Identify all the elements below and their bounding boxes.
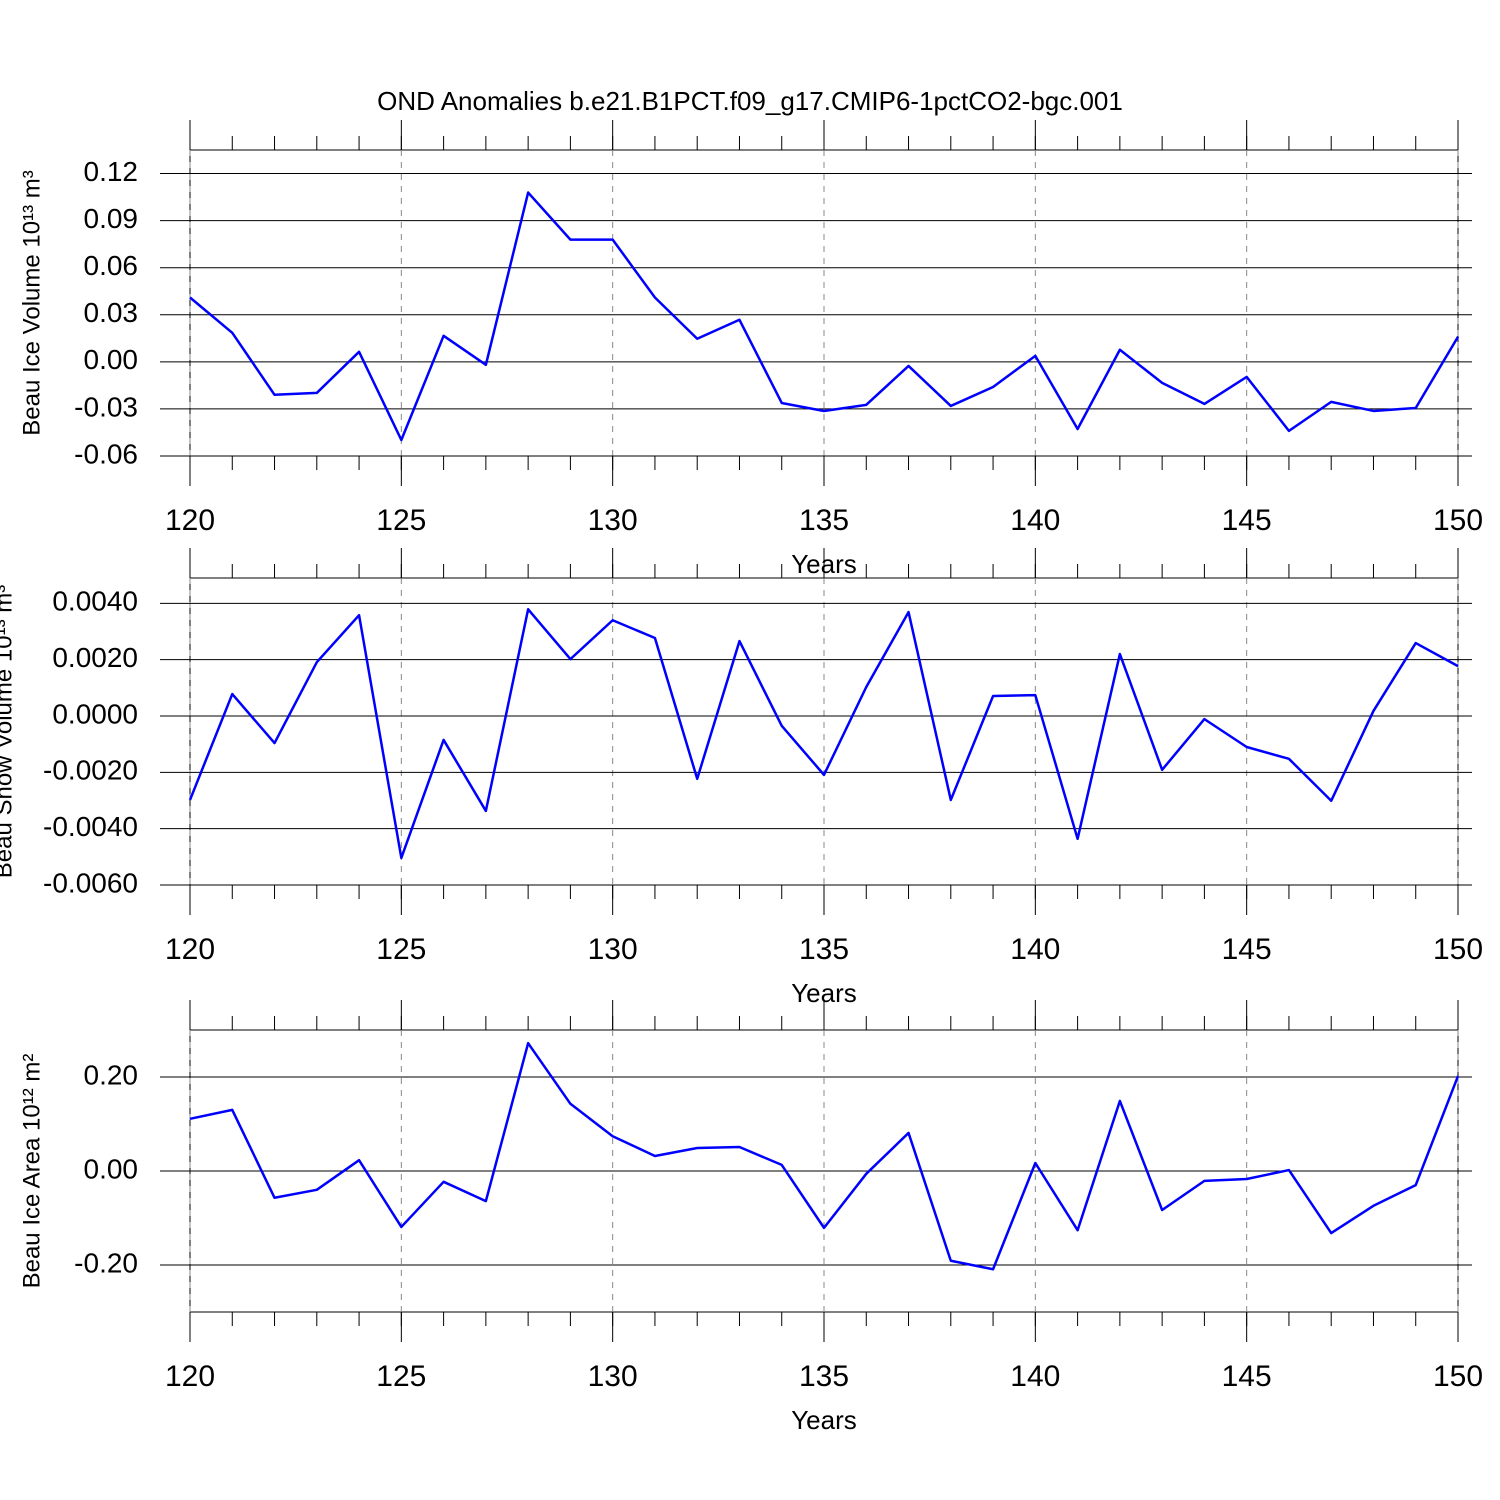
y-tick-label: -0.0040 xyxy=(43,811,138,842)
x-tick-label: 150 xyxy=(1433,933,1483,966)
x-tick-label: 125 xyxy=(376,933,426,966)
y-tick-label: 0.0040 xyxy=(52,586,138,617)
x-tick-label: 120 xyxy=(165,933,215,966)
y-tick-label: 0.00 xyxy=(84,1153,139,1184)
x-tick-label: 145 xyxy=(1222,504,1272,537)
x-tick-label: 120 xyxy=(165,1360,215,1393)
y-tick-label: 0.12 xyxy=(84,156,139,187)
x-tick-label: 130 xyxy=(588,1360,638,1393)
x-tick-label: 145 xyxy=(1222,1360,1272,1393)
y-tick-label: 0.0020 xyxy=(52,642,138,673)
y-tick-label: 0.0000 xyxy=(52,698,138,729)
x-tick-label: 145 xyxy=(1222,933,1272,966)
y-tick-label: -0.0060 xyxy=(43,867,138,898)
x-tick-label: 140 xyxy=(1010,933,1060,966)
x-tick-label: 130 xyxy=(588,504,638,537)
y-axis-label: Beau Ice Area 10¹² m² xyxy=(18,1054,45,1289)
x-tick-label: 120 xyxy=(165,504,215,537)
x-tick-label: 140 xyxy=(1010,1360,1060,1393)
data-line xyxy=(188,608,1459,860)
y-tick-label: -0.20 xyxy=(74,1247,138,1278)
y-axis-label: Beau Snow Volume 10¹³ m³ xyxy=(0,585,17,878)
x-tick-label: 135 xyxy=(799,1360,849,1393)
y-tick-label: -0.03 xyxy=(74,391,138,422)
y-axis-label: Beau Ice Volume 10¹³ m³ xyxy=(18,170,45,435)
x-tick-label: 130 xyxy=(588,933,638,966)
data-line xyxy=(189,1041,1460,1271)
x-tick-label: 125 xyxy=(376,504,426,537)
y-tick-label: 0.06 xyxy=(84,250,139,281)
x-tick-label: 140 xyxy=(1010,504,1060,537)
x-tick-label: 150 xyxy=(1433,1360,1483,1393)
y-tick-label: 0.09 xyxy=(84,203,139,234)
x-tick-label: 135 xyxy=(799,504,849,537)
y-tick-label: 0.00 xyxy=(84,344,139,375)
x-axis-label: Years xyxy=(791,1405,857,1435)
x-tick-label: 150 xyxy=(1433,504,1483,537)
y-tick-label: 0.03 xyxy=(84,297,139,328)
x-tick-label: 125 xyxy=(376,1360,426,1393)
data-line xyxy=(189,191,1460,442)
y-tick-label: -0.0020 xyxy=(43,755,138,786)
figure-title: OND Anomalies b.e21.B1PCT.f09_g17.CMIP6-… xyxy=(377,86,1123,116)
x-tick-label: 135 xyxy=(799,933,849,966)
y-tick-label: 0.20 xyxy=(84,1059,139,1090)
y-tick-label: -0.06 xyxy=(74,438,138,469)
